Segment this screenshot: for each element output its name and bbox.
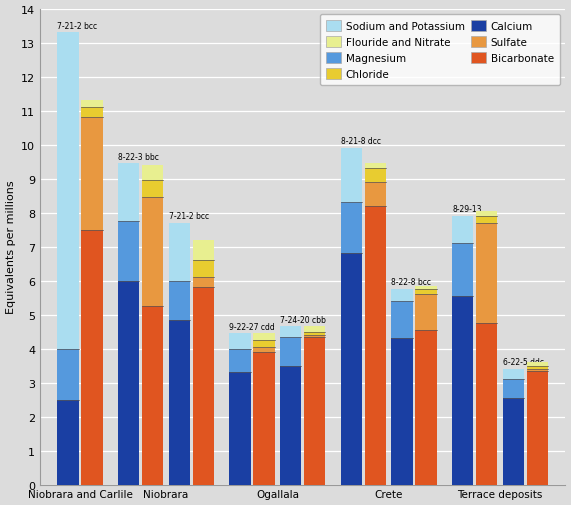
Bar xyxy=(169,223,190,281)
Bar xyxy=(341,254,362,485)
Bar xyxy=(416,286,437,289)
Bar xyxy=(527,366,548,369)
Bar xyxy=(341,148,362,203)
Bar xyxy=(527,369,548,371)
Bar xyxy=(503,379,524,398)
Bar xyxy=(280,327,301,337)
Bar xyxy=(304,337,325,485)
Bar xyxy=(193,278,214,288)
Text: 6-22-5 ddc: 6-22-5 ddc xyxy=(503,358,544,367)
Text: 8-29-13: 8-29-13 xyxy=(452,205,481,214)
Text: 8-21-8 dcc: 8-21-8 dcc xyxy=(341,137,381,146)
Bar xyxy=(416,330,437,485)
Bar xyxy=(82,108,103,118)
Bar xyxy=(416,289,437,294)
Bar xyxy=(476,223,497,323)
Bar xyxy=(476,323,497,485)
Bar xyxy=(118,281,139,485)
Bar xyxy=(392,289,413,301)
Bar xyxy=(341,203,362,254)
Bar xyxy=(280,366,301,485)
Text: 8-22-8 bcc: 8-22-8 bcc xyxy=(392,278,432,287)
Bar xyxy=(142,198,163,307)
Bar xyxy=(527,363,548,366)
Bar xyxy=(142,166,163,181)
Bar xyxy=(527,371,548,485)
Bar xyxy=(82,101,103,108)
Bar xyxy=(476,217,497,223)
Bar xyxy=(304,327,325,332)
Text: 8-22-3 bbc: 8-22-3 bbc xyxy=(118,152,159,161)
Bar xyxy=(503,369,524,379)
Bar xyxy=(169,281,190,320)
Bar xyxy=(82,118,103,230)
Bar xyxy=(254,347,275,352)
Bar xyxy=(254,334,275,340)
Bar xyxy=(230,373,251,485)
Bar xyxy=(142,307,163,485)
Bar xyxy=(118,222,139,281)
Text: 9-22-27 cdd: 9-22-27 cdd xyxy=(230,322,275,331)
Bar xyxy=(118,164,139,222)
Bar xyxy=(230,349,251,373)
Bar xyxy=(304,332,325,335)
Bar xyxy=(230,334,251,349)
Bar xyxy=(416,294,437,330)
Bar xyxy=(392,339,413,485)
Bar xyxy=(193,288,214,485)
Bar xyxy=(476,212,497,217)
Bar xyxy=(193,240,214,261)
Bar xyxy=(58,349,79,400)
Y-axis label: Equivalents per millions: Equivalents per millions xyxy=(6,180,15,314)
Bar xyxy=(365,207,386,485)
Text: 7-21-2 bcc: 7-21-2 bcc xyxy=(169,212,209,221)
Bar xyxy=(142,181,163,198)
Bar xyxy=(304,335,325,337)
Bar xyxy=(392,301,413,339)
Bar xyxy=(365,183,386,207)
Bar xyxy=(452,296,473,485)
Bar xyxy=(280,337,301,366)
Legend: Sodium and Potassium, Flouride and Nitrate, Magnesium, Chloride, Calcium, Sulfat: Sodium and Potassium, Flouride and Nitra… xyxy=(320,15,560,86)
Bar xyxy=(452,217,473,244)
Text: 7-21-2 bcc: 7-21-2 bcc xyxy=(58,22,98,31)
Bar xyxy=(193,261,214,278)
Bar xyxy=(365,164,386,169)
Bar xyxy=(365,169,386,183)
Text: 7-24-20 cbb: 7-24-20 cbb xyxy=(280,315,326,324)
Bar xyxy=(254,352,275,485)
Bar xyxy=(58,400,79,485)
Bar xyxy=(452,244,473,296)
Bar xyxy=(503,398,524,485)
Bar xyxy=(169,320,190,485)
Bar xyxy=(58,33,79,349)
Bar xyxy=(254,340,275,347)
Bar xyxy=(82,230,103,485)
